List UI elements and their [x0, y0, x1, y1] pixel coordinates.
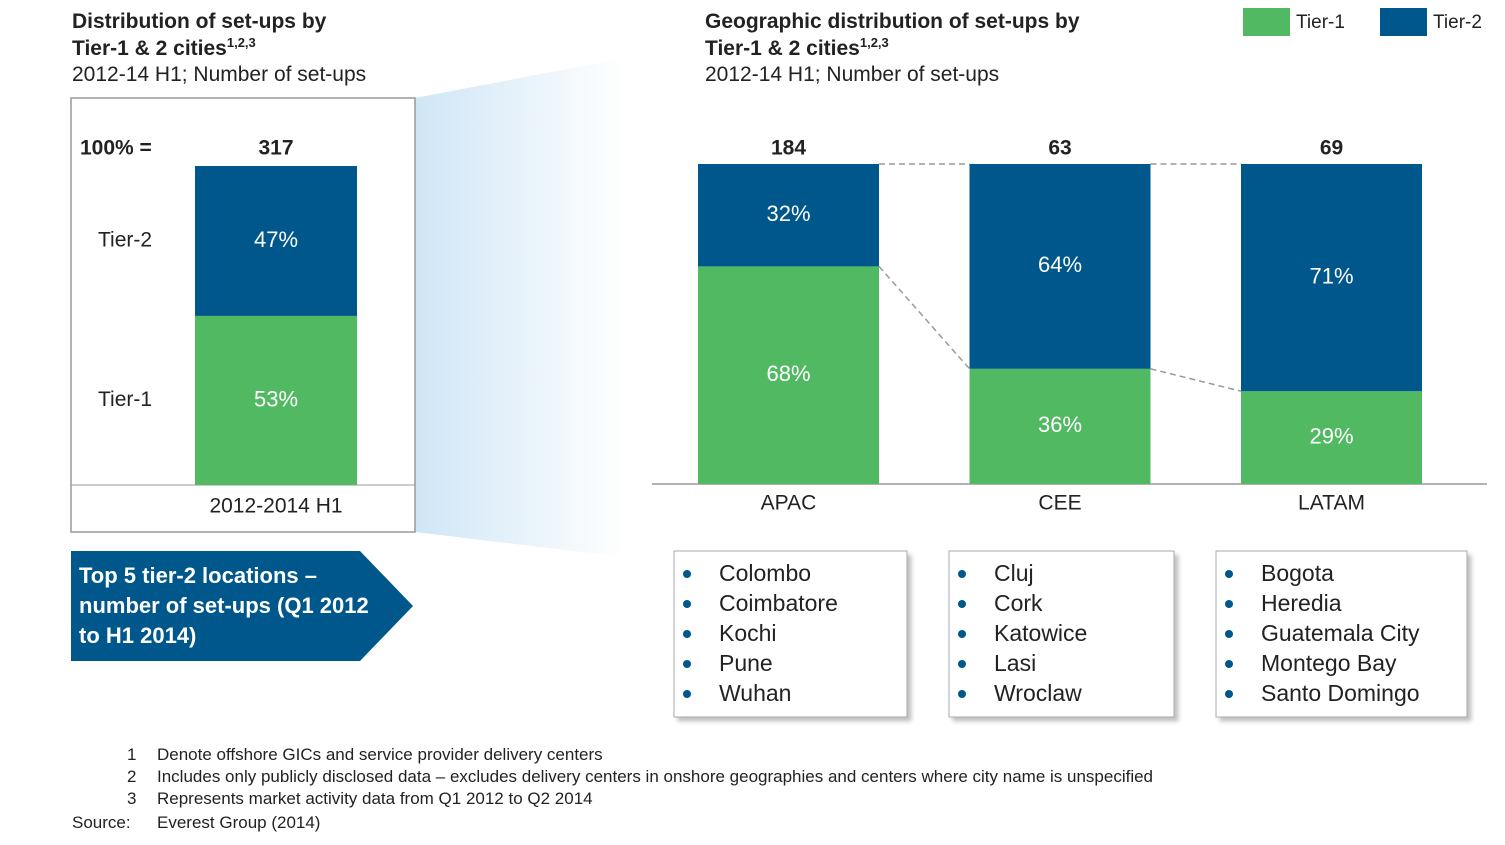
bar-total: 69 — [1320, 137, 1343, 160]
location-list: Cluj Cork Katowice Lasi Wroclaw — [949, 558, 1087, 708]
title-superscript: 1,2,3 — [226, 35, 256, 50]
callout-text: Top 5 tier-2 locations – number of set-u… — [79, 563, 369, 648]
x-tick-label: 2012-2014 H1 — [209, 495, 342, 518]
zoom-band — [415, 58, 625, 557]
value-label: 68% — [766, 361, 810, 386]
legend-label: Tier-2 — [1433, 12, 1482, 33]
value-label: 64% — [1038, 252, 1082, 277]
location-item: Cork — [949, 588, 1087, 618]
location-item: Katowice — [949, 618, 1087, 648]
bar-total: 63 — [1048, 137, 1071, 160]
value-label: 29% — [1309, 423, 1353, 448]
left-title-block: Distribution of set-ups by Tier-1 & 2 ci… — [72, 8, 372, 88]
total-prefix: 100% = — [80, 137, 152, 160]
chart-subtitle: 2012-14 H1; Number of set-ups — [705, 63, 1000, 86]
location-item: Heredia — [1216, 588, 1420, 618]
title-superscript: 1,2,3 — [859, 35, 889, 50]
footnote-number: 3 — [127, 789, 137, 808]
title-text: Geographic distribution of set-ups by Ti… — [705, 10, 1080, 60]
location-item: Cluj — [949, 558, 1087, 588]
footnote-text: Represents market activity data from Q1 … — [157, 789, 593, 808]
location-item: Montego Bay — [1216, 648, 1420, 678]
footnote-number: 1 — [127, 745, 137, 764]
x-tick-label: CEE — [1038, 492, 1081, 515]
value-label: 71% — [1309, 263, 1353, 288]
location-item: Bogota — [1216, 558, 1420, 588]
connector — [878, 265, 971, 370]
source-label: Source: — [72, 813, 131, 832]
callout-arrow — [71, 551, 413, 661]
bar-segment — [698, 266, 879, 484]
chart-title: Geographic distribution of set-ups by Ti… — [705, 8, 1105, 62]
value-label: 32% — [766, 201, 810, 226]
location-item: Pune — [674, 648, 838, 678]
location-item: Wuhan — [674, 678, 838, 708]
location-item: Lasi — [949, 648, 1087, 678]
title-text: Distribution of set-ups by Tier-1 & 2 ci… — [72, 10, 327, 60]
footnote-text: Denote offshore GICs and service provide… — [157, 745, 603, 764]
location-item: Wroclaw — [949, 678, 1087, 708]
location-list: Colombo Coimbatore Kochi Pune Wuhan — [674, 558, 838, 708]
footnote-text: Includes only publicly disclosed data – … — [157, 767, 1154, 786]
chart-subtitle: 2012-14 H1; Number of set-ups — [72, 63, 367, 86]
x-tick-label: APAC — [761, 492, 817, 515]
location-item: Colombo — [674, 558, 838, 588]
location-list: Bogota Heredia Guatemala City Montego Bay Sa… — [1216, 558, 1420, 708]
bar-segment — [969, 368, 1151, 484]
legend-swatch — [1380, 8, 1427, 36]
bar-segment — [969, 164, 1151, 369]
bar-segment — [195, 315, 357, 485]
location-item: Kochi — [674, 618, 838, 648]
value-label: 47% — [254, 227, 298, 252]
connector — [1150, 368, 1242, 392]
legend-label: Tier-1 — [1296, 12, 1345, 33]
bar-segment — [1241, 164, 1422, 392]
bar-total: 317 — [258, 137, 293, 160]
source-text: Everest Group (2014) — [157, 813, 321, 832]
location-box — [1215, 550, 1468, 718]
legend-swatch — [1243, 8, 1290, 36]
chart-title: Distribution of set-ups by Tier-1 & 2 ci… — [72, 8, 372, 62]
bar-segment — [698, 164, 879, 267]
x-tick-label: LATAM — [1298, 492, 1365, 515]
location-item: Guatemala City — [1216, 618, 1420, 648]
right-title-block: Geographic distribution of set-ups by Ti… — [705, 8, 1105, 88]
value-label: 36% — [1038, 412, 1082, 437]
location-item: Coimbatore — [674, 588, 838, 618]
series-label: Tier-1 — [98, 388, 152, 411]
bar-segment — [1241, 391, 1422, 484]
footnote-number: 2 — [127, 767, 137, 786]
bar-segment — [195, 166, 357, 316]
bar-total: 184 — [771, 137, 806, 160]
value-label: 53% — [254, 386, 298, 411]
series-label: Tier-2 — [98, 229, 152, 252]
location-box — [673, 550, 908, 718]
location-box — [948, 550, 1175, 718]
location-item: Santo Domingo — [1216, 678, 1420, 708]
